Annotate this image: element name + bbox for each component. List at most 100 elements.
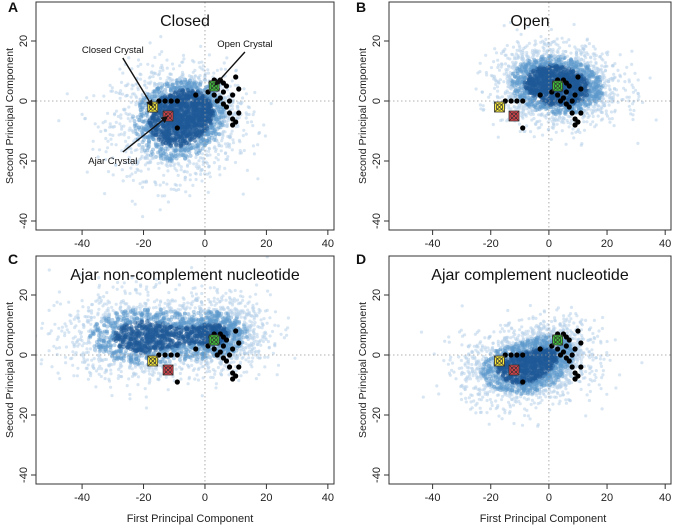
- density-point: [568, 62, 573, 67]
- density-point: [522, 66, 527, 71]
- density-point: [158, 151, 163, 156]
- density-point: [558, 110, 563, 115]
- density-point: [520, 65, 525, 70]
- density-point: [227, 143, 231, 148]
- density-point: [595, 92, 600, 97]
- density-point: [586, 63, 591, 68]
- structure-point: [217, 95, 223, 101]
- density-point: [580, 68, 585, 73]
- density-point: [123, 107, 127, 111]
- density-point: [613, 108, 617, 112]
- structure-point: [174, 125, 180, 131]
- density-point: [556, 43, 560, 47]
- density-point: [611, 90, 615, 95]
- density-point: [218, 121, 223, 126]
- density-point: [566, 66, 571, 71]
- density-point: [514, 75, 519, 80]
- density-point: [219, 112, 224, 117]
- density-point: [135, 167, 139, 171]
- density-point: [587, 84, 592, 89]
- density-point: [191, 145, 196, 150]
- density-point: [597, 96, 602, 101]
- density-point: [546, 128, 551, 132]
- density-point: [191, 110, 196, 115]
- density-point: [194, 292, 198, 296]
- density-point: [588, 93, 593, 98]
- density-point: [238, 101, 243, 105]
- density-point: [186, 158, 190, 163]
- density-point: [171, 374, 175, 379]
- density-point: [208, 175, 212, 179]
- density-point: [169, 153, 174, 157]
- density-point: [143, 135, 148, 140]
- density-point: [199, 169, 203, 173]
- density-point: [489, 66, 494, 70]
- density-point: [213, 134, 217, 139]
- density-point: [85, 347, 89, 351]
- density-point: [213, 116, 218, 121]
- density-point: [594, 68, 598, 73]
- density-point: [179, 82, 184, 87]
- density-point: [180, 60, 184, 64]
- density-point: [139, 62, 143, 66]
- density-point: [559, 64, 564, 70]
- density-point: [597, 89, 602, 94]
- density-point: [569, 90, 574, 95]
- annotation-arrow-line: [218, 51, 246, 82]
- density-point: [188, 194, 192, 198]
- density-point: [530, 101, 535, 106]
- density-point: [130, 308, 135, 313]
- density-point: [58, 302, 63, 306]
- density-point: [591, 89, 595, 94]
- density-point: [148, 153, 153, 158]
- density-point: [570, 74, 575, 79]
- density-point: [590, 86, 595, 91]
- density-point: [163, 87, 168, 92]
- density-point: [569, 51, 573, 55]
- density-point: [600, 93, 605, 98]
- density-point: [560, 120, 564, 124]
- density-point: [85, 170, 89, 174]
- density-point: [519, 93, 524, 98]
- density-point: [562, 111, 567, 115]
- density-point: [225, 124, 229, 128]
- density-point: [594, 93, 599, 98]
- density-point: [100, 316, 104, 321]
- density-point: [197, 137, 201, 142]
- density-point: [554, 107, 558, 112]
- density-point: [221, 131, 225, 135]
- density-point: [524, 69, 529, 74]
- density-point: [194, 322, 199, 326]
- density-point: [574, 62, 579, 67]
- density-point: [102, 94, 106, 98]
- density-point: [214, 131, 219, 136]
- density-point: [506, 64, 511, 68]
- density-point: [596, 81, 601, 86]
- density-point: [168, 87, 173, 92]
- density-point: [551, 110, 556, 115]
- density-point: [154, 313, 159, 318]
- density-point: [135, 132, 140, 137]
- density-point: [132, 119, 137, 123]
- density-point: [188, 153, 193, 158]
- closed-crystal-marker: [494, 101, 505, 113]
- density-point: [589, 93, 594, 98]
- density-point: [535, 101, 540, 106]
- density-point: [230, 129, 234, 133]
- density-point: [557, 111, 562, 116]
- density-point: [164, 154, 169, 159]
- density-point: [126, 117, 130, 121]
- density-point: [589, 60, 593, 64]
- density-point: [178, 148, 183, 153]
- density-point: [174, 116, 179, 122]
- density-point: [478, 103, 482, 107]
- density-point: [136, 86, 140, 90]
- density-point: [519, 75, 524, 79]
- density-point: [151, 64, 155, 68]
- density-point: [106, 170, 111, 174]
- density-point: [229, 132, 233, 136]
- density-point: [218, 125, 223, 130]
- density-point: [523, 104, 527, 109]
- density-point: [196, 86, 201, 90]
- density-point: [529, 64, 534, 69]
